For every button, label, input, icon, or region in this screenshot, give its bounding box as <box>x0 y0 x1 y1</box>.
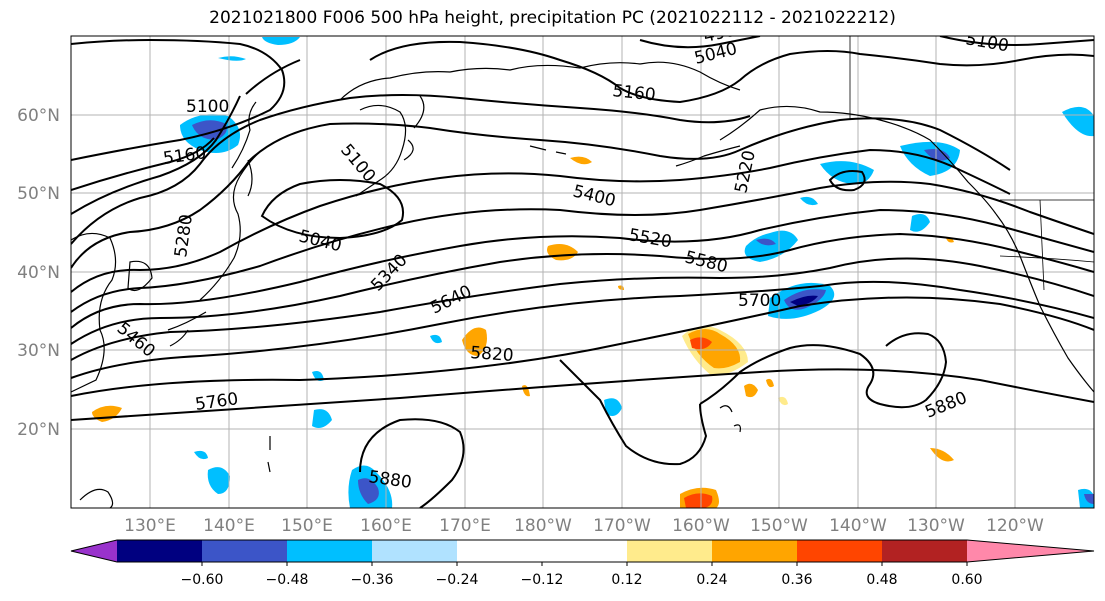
contour-label: 5820 <box>470 343 515 366</box>
colorbar-tick-label: −0.60 <box>181 572 224 588</box>
lon-label: 180°W <box>514 516 572 536</box>
colorbar-segment <box>287 540 372 562</box>
colorbar-segment <box>967 540 1094 562</box>
lon-label: 140°E <box>203 516 255 536</box>
colorbar-tick-label: 0.60 <box>951 572 982 588</box>
positive-precip-patches <box>92 156 954 508</box>
contour-label: 4980 <box>702 18 748 47</box>
colorbar-segment <box>202 540 287 562</box>
lon-label: 150°E <box>281 516 333 536</box>
lon-label: 150°W <box>750 516 808 536</box>
lat-label: 60°N <box>17 106 60 126</box>
colorbar-segment <box>372 540 457 562</box>
lat-label: 50°N <box>17 184 60 204</box>
precipitation-shading <box>92 37 1094 508</box>
colorbar-tick-label: 0.12 <box>611 572 642 588</box>
lat-label: 40°N <box>17 263 60 283</box>
height-contours <box>71 36 1094 508</box>
lon-label: 130°E <box>124 516 176 536</box>
colorbar-tick-label: 0.48 <box>866 572 897 588</box>
colorbar: −0.60 −0.48 −0.36 −0.24 −0.12 0.12 0.24 … <box>70 539 1095 588</box>
colorbar-tick-label: −0.12 <box>521 572 564 588</box>
contour-labels: 4980 5040 5100 5100 5160 5160 5100 5220 … <box>113 18 1010 493</box>
colorbar-tick-label: 0.24 <box>696 572 727 588</box>
colorbar-tick-label: −0.48 <box>266 572 309 588</box>
lon-label: 170°W <box>593 516 651 536</box>
colorbar-segment <box>712 540 797 562</box>
colorbar-tick-label: 0.36 <box>781 572 812 588</box>
contour-label: 5100 <box>186 97 229 117</box>
lat-label: 30°N <box>17 341 60 361</box>
lat-label: 20°N <box>17 420 60 440</box>
colorbar-ticks <box>201 562 968 566</box>
colorbar-segment <box>882 540 967 562</box>
graticule <box>71 36 1094 508</box>
colorbar-tick-label: −0.36 <box>351 572 394 588</box>
colorbar-segment <box>627 540 712 562</box>
lon-label: 160°E <box>360 516 412 536</box>
latitude-labels: 60°N 50°N 40°N 30°N 20°N <box>17 106 60 440</box>
lon-label: 170°E <box>439 516 491 536</box>
colorbar-segment <box>797 540 882 562</box>
colorbar-segment <box>71 540 117 562</box>
colorbar-outline <box>70 539 1095 563</box>
coastlines <box>71 61 1094 508</box>
colorbar-segment <box>117 540 202 562</box>
colorbar-tick-label: −0.24 <box>436 572 479 588</box>
plot-frame <box>70 35 1095 509</box>
lon-label: 160°W <box>672 516 730 536</box>
contour-label: 5160 <box>611 81 656 105</box>
map-title: 2021021800 F006 500 hPa height, precipit… <box>209 8 896 28</box>
contour-label: 5700 <box>738 291 781 311</box>
longitude-labels: 130°E 140°E 150°E 160°E 170°E 180°W 170°… <box>124 516 1044 536</box>
lon-label: 120°W <box>986 516 1044 536</box>
colorbar-segment <box>457 540 627 562</box>
lon-label: 140°W <box>829 516 887 536</box>
lon-label: 130°W <box>907 516 965 536</box>
